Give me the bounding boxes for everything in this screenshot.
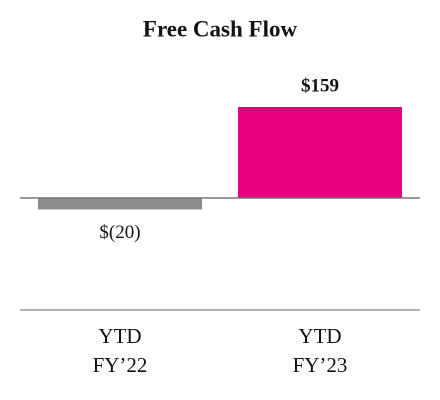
- value-label: $159: [301, 75, 339, 96]
- value-label: $(20): [99, 222, 140, 243]
- chart-title: Free Cash Flow: [143, 16, 298, 41]
- x-tick-label: YTD FY’22: [92, 324, 148, 377]
- x-tick-label: YTD FY’23: [292, 324, 348, 377]
- bar: [38, 198, 202, 210]
- bar: [238, 107, 402, 198]
